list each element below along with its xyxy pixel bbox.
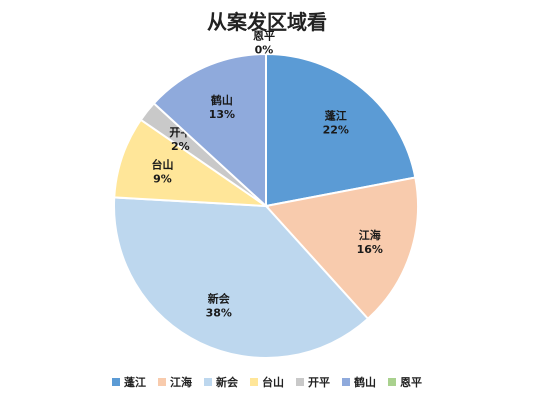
slice-3-percent-label: 9% bbox=[153, 173, 172, 186]
slice-2-name-label: 新会 bbox=[208, 292, 231, 306]
legend-swatch-2 bbox=[204, 378, 212, 386]
legend-label-1: 江海 bbox=[170, 376, 192, 389]
slice-2-percent-label: 38% bbox=[206, 307, 232, 320]
chart-title: 从案发区域看 bbox=[207, 10, 327, 34]
slice-3-name-label: 台山 bbox=[151, 158, 173, 172]
legend-item-2: 新会 bbox=[204, 374, 238, 390]
slice-1-percent-label: 16% bbox=[357, 243, 383, 256]
slice-5 bbox=[152, 52, 267, 209]
slice-6-percent-label: 0% bbox=[255, 44, 274, 57]
legend-item-0: 蓬江 bbox=[112, 374, 146, 390]
slice-0-percent-label: 22% bbox=[323, 124, 349, 137]
legend-swatch-0 bbox=[112, 378, 120, 386]
legend-item-4: 开平 bbox=[296, 374, 330, 390]
legend: 蓬江 江海 新会 台山 开平 鹤山 恩平 bbox=[0, 374, 534, 390]
slice-0 bbox=[265, 52, 417, 208]
slice-6-name-label: 恩平 bbox=[253, 30, 275, 43]
legend-label-4: 开平 bbox=[308, 376, 330, 389]
legend-item-6: 恩平 bbox=[388, 374, 422, 390]
legend-swatch-1 bbox=[158, 378, 166, 386]
slice-3 bbox=[113, 118, 270, 208]
slice-1-name-label: 江海 bbox=[359, 228, 381, 242]
slice-1 bbox=[264, 176, 419, 321]
legend-swatch-5 bbox=[342, 378, 350, 386]
legend-swatch-3 bbox=[250, 378, 258, 386]
legend-item-1: 江海 bbox=[158, 374, 192, 390]
slice-2 bbox=[113, 196, 370, 359]
legend-swatch-6 bbox=[388, 378, 396, 386]
slice-5-name-label: 鹤山 bbox=[211, 93, 233, 107]
legend-swatch-4 bbox=[296, 378, 304, 386]
slice-5-percent-label: 13% bbox=[209, 108, 235, 121]
legend-label-5: 鹤山 bbox=[354, 376, 376, 389]
legend-label-3: 台山 bbox=[262, 376, 284, 389]
legend-label-6: 恩平 bbox=[400, 376, 422, 389]
slice-4-percent-label: 2% bbox=[171, 140, 190, 153]
legend-label-2: 新会 bbox=[216, 376, 238, 389]
legend-label-0: 蓬江 bbox=[124, 376, 146, 389]
legend-item-5: 鹤山 bbox=[342, 374, 376, 390]
legend-item-3: 台山 bbox=[250, 374, 284, 390]
slice-0-name-label: 蓬江 bbox=[325, 109, 347, 123]
